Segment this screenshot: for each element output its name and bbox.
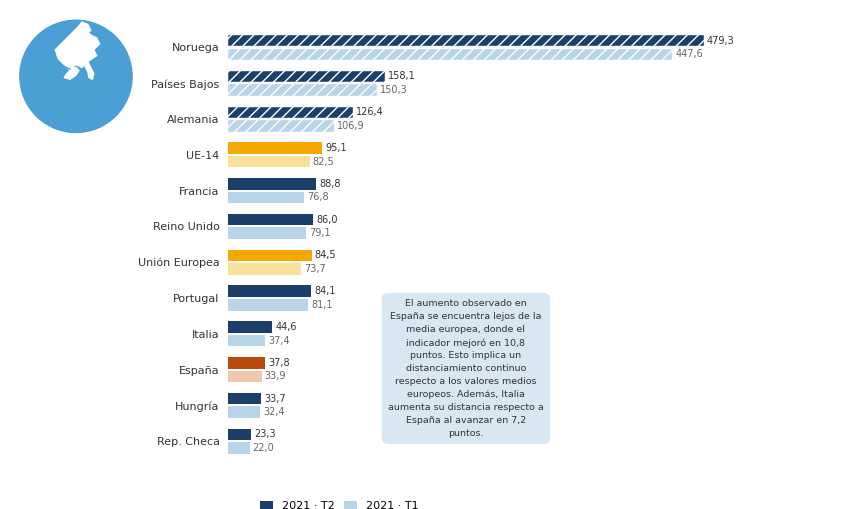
Bar <box>228 371 262 382</box>
Bar <box>228 357 265 369</box>
Bar <box>228 214 313 225</box>
Text: 88,8: 88,8 <box>319 179 340 189</box>
Text: 158,1: 158,1 <box>388 71 415 81</box>
Text: 73,7: 73,7 <box>304 264 326 274</box>
Bar <box>228 71 385 82</box>
Bar <box>228 35 704 46</box>
Text: 106,9: 106,9 <box>337 121 365 131</box>
Bar <box>228 429 251 440</box>
Text: 33,9: 33,9 <box>264 372 286 381</box>
Circle shape <box>19 20 132 132</box>
Bar <box>228 299 308 310</box>
Bar <box>228 407 260 418</box>
Text: 22,0: 22,0 <box>252 443 274 453</box>
Bar <box>228 286 311 297</box>
Polygon shape <box>64 68 78 79</box>
Legend: 2021 · T2, 2021 · T1: 2021 · T2, 2021 · T1 <box>260 501 419 509</box>
Bar <box>228 228 306 239</box>
Text: 84,1: 84,1 <box>314 286 336 296</box>
Bar <box>228 120 334 132</box>
Bar <box>228 156 310 167</box>
Polygon shape <box>84 62 94 79</box>
Text: 76,8: 76,8 <box>307 192 329 203</box>
Bar <box>228 321 272 333</box>
Text: 81,1: 81,1 <box>311 300 333 310</box>
Text: 23,3: 23,3 <box>254 430 276 439</box>
Text: 447,6: 447,6 <box>675 49 703 59</box>
Polygon shape <box>56 26 100 70</box>
Text: 32,4: 32,4 <box>263 407 284 417</box>
Bar <box>228 393 262 404</box>
Text: El aumento observado en
España se encuentra lejos de la
media europea, donde el
: El aumento observado en España se encuen… <box>388 299 544 438</box>
Bar <box>228 250 311 261</box>
Bar <box>228 143 322 154</box>
Text: 479,3: 479,3 <box>706 36 734 46</box>
Text: 84,5: 84,5 <box>315 250 337 261</box>
Bar <box>228 84 377 96</box>
Bar <box>228 192 304 203</box>
Bar <box>228 335 265 346</box>
Text: 126,4: 126,4 <box>356 107 384 117</box>
Text: 37,8: 37,8 <box>268 358 290 368</box>
Text: 33,7: 33,7 <box>264 393 286 404</box>
Text: 79,1: 79,1 <box>310 228 331 238</box>
Text: 44,6: 44,6 <box>275 322 296 332</box>
Bar <box>228 48 673 60</box>
Bar <box>228 442 250 454</box>
Bar <box>228 106 354 118</box>
Text: 37,4: 37,4 <box>268 335 289 346</box>
Text: 82,5: 82,5 <box>313 157 334 166</box>
Text: 150,3: 150,3 <box>380 85 408 95</box>
Polygon shape <box>78 22 91 34</box>
Bar <box>228 263 301 275</box>
Text: 86,0: 86,0 <box>316 215 338 224</box>
Text: 95,1: 95,1 <box>325 143 347 153</box>
Bar <box>228 178 316 189</box>
